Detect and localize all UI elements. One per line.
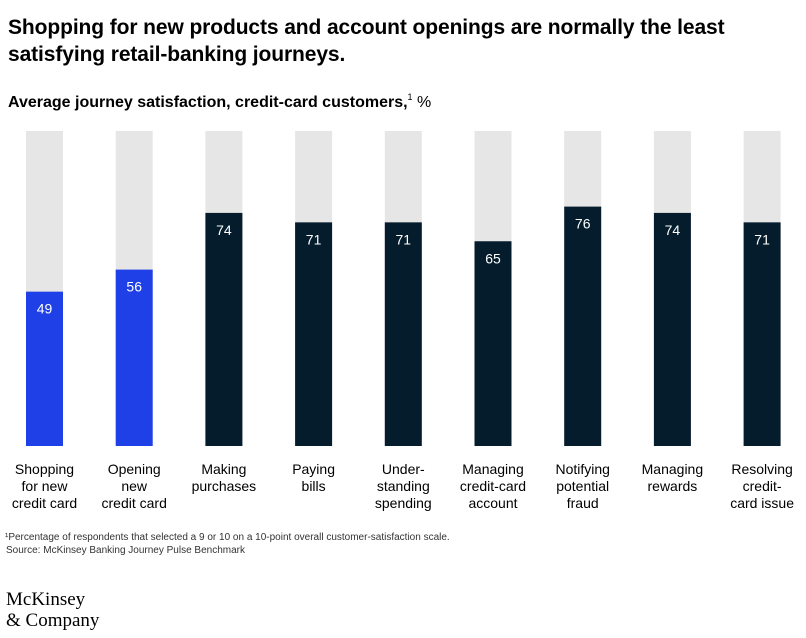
data-label: 71: [306, 231, 322, 247]
category-label-line: credit-card: [460, 478, 526, 494]
category-label-line: Shopping: [15, 461, 74, 477]
source-note: Source: McKinsey Banking Journey Pulse B…: [6, 545, 246, 556]
data-label: 56: [126, 279, 142, 295]
footnote: ¹Percentage of respondents that selected…: [5, 532, 450, 543]
bar: [115, 269, 153, 446]
data-label: 71: [396, 231, 412, 247]
category-label-line: Under-: [382, 461, 425, 477]
category-label: Under-standing spending: [375, 461, 432, 511]
category-label: Managing credit-card account: [460, 461, 526, 511]
category-label: Notifying potential fraud: [555, 461, 609, 511]
category-label-line: bills: [302, 478, 326, 494]
category-label-line: account: [468, 495, 517, 511]
category-label-line: Managing: [462, 461, 524, 477]
category-label: Opening new credit card: [102, 461, 167, 511]
category-label-line: Notifying: [555, 461, 609, 477]
bar: [26, 291, 63, 446]
data-label: 74: [216, 222, 232, 238]
bar: [564, 206, 602, 446]
bar: [384, 222, 422, 446]
unit-label: %: [417, 94, 432, 111]
data-label: 71: [754, 231, 770, 247]
footnote-marker: 1: [407, 92, 413, 102]
logo-line-2: & Company: [6, 610, 100, 631]
category-label-line: Managing: [642, 461, 704, 477]
chart-title: Shopping for new products and account op…: [8, 16, 725, 66]
category-label: Resolving credit-card issue: [730, 461, 794, 511]
category-label-line: card issue: [730, 495, 794, 511]
data-label: 74: [665, 222, 681, 238]
logo-line-1: McKinsey: [6, 589, 86, 610]
category-label: Paying bills: [292, 461, 335, 494]
category-label-line: credit card: [102, 495, 167, 511]
category-label-line: standing: [377, 478, 430, 494]
bar: [474, 241, 512, 446]
bar: [743, 222, 781, 446]
category-label-line: Paying: [292, 461, 335, 477]
category-label-line: new: [121, 478, 148, 494]
category-label-line: Resolving: [731, 461, 792, 477]
bar: [295, 222, 333, 446]
category-label-line: credit card: [12, 495, 77, 511]
data-label: 65: [485, 250, 501, 266]
bar: [653, 212, 691, 446]
category-label-line: Making: [201, 461, 246, 477]
data-label: 76: [575, 216, 591, 232]
category-label: Shopping for new credit card: [12, 461, 77, 511]
category-label-line: for new: [22, 478, 69, 494]
category-label-line: fraud: [567, 495, 599, 511]
data-label: 49: [37, 301, 53, 317]
category-label-line: Opening: [108, 461, 161, 477]
category-label-line: potential: [556, 478, 609, 494]
category-label-line: spending: [375, 495, 432, 511]
bar: [205, 212, 243, 446]
category-label-line: rewards: [648, 478, 698, 494]
company-logo: McKinsey & Company: [6, 589, 99, 631]
category-label: Making purchases: [192, 461, 257, 494]
category-label-line: credit-: [743, 478, 782, 494]
subtitle-text: Average journey satisfaction, credit-car…: [8, 94, 408, 111]
category-label: Managing rewards: [642, 461, 704, 494]
chart-subtitle: Average journey satisfaction, credit-car…: [8, 93, 431, 113]
category-label-line: purchases: [192, 478, 257, 494]
